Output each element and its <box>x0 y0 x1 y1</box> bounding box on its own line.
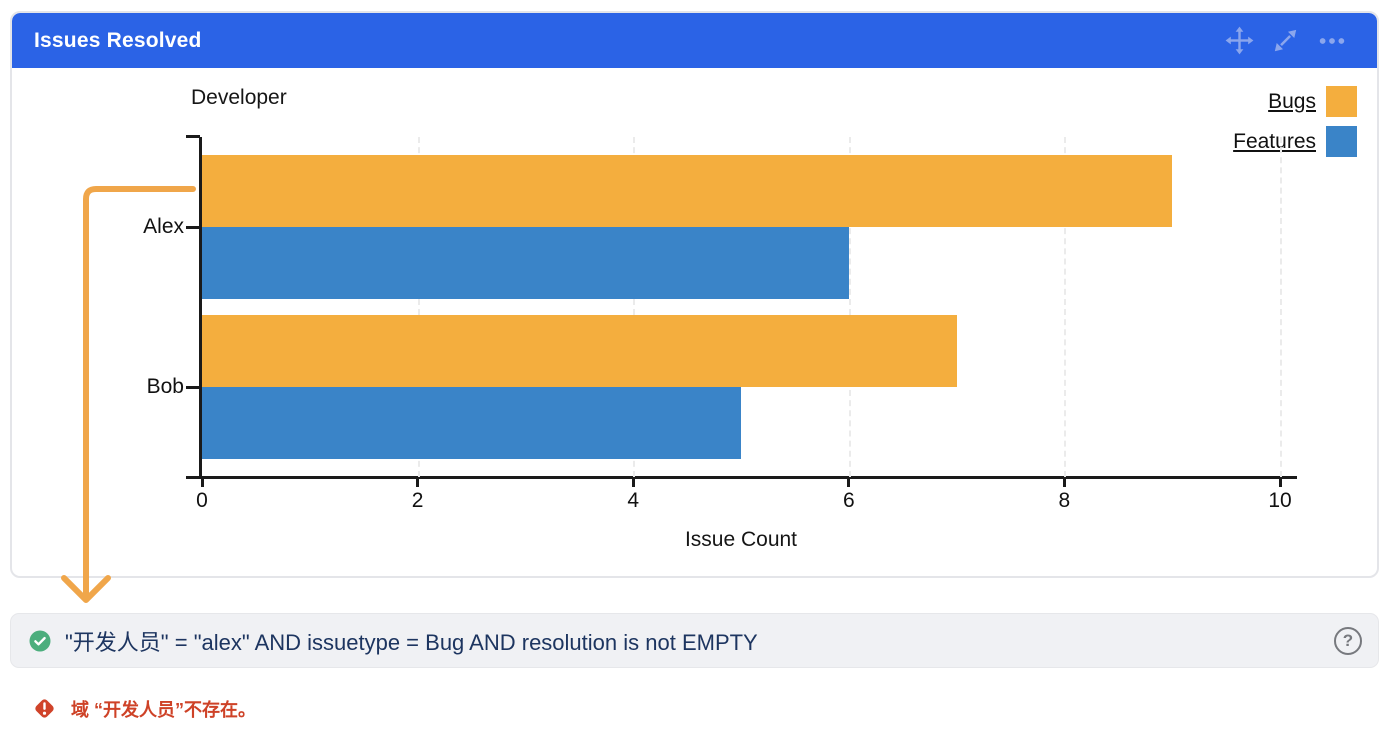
bar-alex-features[interactable] <box>202 227 849 299</box>
bar-bob-features[interactable] <box>202 387 741 459</box>
help-icon[interactable]: ? <box>1334 626 1362 655</box>
widget-toolbar <box>1225 26 1347 56</box>
more-options-icon[interactable] <box>1317 26 1347 56</box>
legend-item-bugs[interactable]: Bugs <box>1268 86 1357 117</box>
check-circle-icon <box>29 630 51 651</box>
legend-label-features[interactable]: Features <box>1233 129 1316 153</box>
help-glyph: ? <box>1342 630 1354 650</box>
legend-label-bugs[interactable]: Bugs <box>1268 89 1316 113</box>
error-message-row: 域 “开发人员”不存在。 <box>31 695 256 722</box>
legend-swatch-features[interactable] <box>1326 126 1357 157</box>
bar-bob-bugs[interactable] <box>202 315 957 387</box>
chart-legend: Bugs Features <box>1233 86 1357 157</box>
expand-icon[interactable] <box>1272 27 1299 54</box>
bar-alex-bugs[interactable] <box>202 155 1173 227</box>
move-icon[interactable] <box>1225 26 1254 55</box>
widget-header: Issues Resolved <box>12 13 1377 68</box>
query-bar[interactable]: "开发人员" = "alex" AND issuetype = Bug AND … <box>10 613 1379 668</box>
error-message: 域 “开发人员”不存在。 <box>71 699 257 720</box>
legend-item-features[interactable]: Features <box>1233 126 1357 157</box>
query-input[interactable]: "开发人员" = "alex" AND issuetype = Bug AND … <box>65 629 758 655</box>
legend-swatch-bugs[interactable] <box>1326 86 1357 117</box>
widget-title: Issues Resolved <box>34 28 202 52</box>
error-icon <box>35 699 54 718</box>
